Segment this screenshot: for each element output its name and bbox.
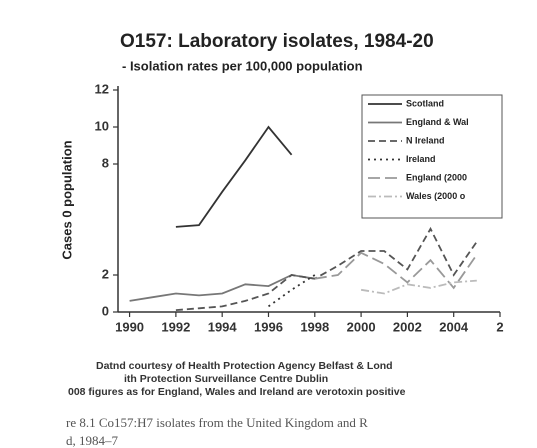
legend-label: Wales (2000 o: [406, 191, 466, 201]
y-tick-label: 10: [95, 118, 109, 133]
series-line: [267, 274, 316, 308]
y-tick-label: 8: [102, 155, 109, 170]
series-layer: [129, 125, 478, 311]
legend-label: Scotland: [406, 98, 444, 108]
source-note: Datnd courtesy of Health Protection Agen…: [96, 360, 393, 372]
legend-box: [361, 94, 503, 219]
source-note: ith Protection Surveillance Centre Dubli…: [124, 373, 328, 385]
x-tick-label: 1996: [254, 319, 283, 334]
series-line: [175, 226, 478, 311]
series-line: [314, 251, 478, 290]
legend-label: England (2000: [406, 172, 467, 182]
series-line: [360, 279, 477, 295]
x-tick-label: 2002: [393, 319, 422, 334]
notes: Datnd courtesy of Health Protection Agen…: [66, 360, 406, 448]
x-tick-label: 2004: [439, 319, 469, 334]
y-axis-label: Cases 0 population: [59, 140, 74, 259]
y-tick-label: 2: [102, 266, 109, 281]
caption: re 8.1 Co157:H7 isolates from the United…: [66, 415, 368, 430]
series-line: [129, 274, 315, 302]
series-line: [175, 125, 293, 228]
chart-title: O157: Laboratory isolates, 1984-20: [120, 31, 434, 52]
chart-subtitle: - Isolation rates per 100,000 population: [122, 58, 363, 73]
x-tick-label: 1998: [300, 319, 329, 334]
source-note: 008 figures as for England, Wales and Ir…: [68, 386, 406, 398]
x-tick-label: 1992: [161, 319, 190, 334]
legend-label: N Ireland: [406, 135, 445, 145]
x-tick-label: 1990: [115, 319, 144, 334]
y-tick-label: 12: [95, 81, 109, 96]
x-tick-label: 2000: [347, 319, 376, 334]
x-tick-label: 2: [496, 319, 503, 334]
caption: d, 1984–7: [66, 433, 119, 448]
legend-label: England & Wal: [406, 117, 469, 127]
y-tick-label: 0: [102, 303, 109, 318]
legend: Scotland England & Wal N Ireland Ireland Eng…: [368, 98, 469, 201]
x-tick-label: 1994: [208, 319, 238, 334]
legend-label: Ireland: [406, 154, 436, 164]
